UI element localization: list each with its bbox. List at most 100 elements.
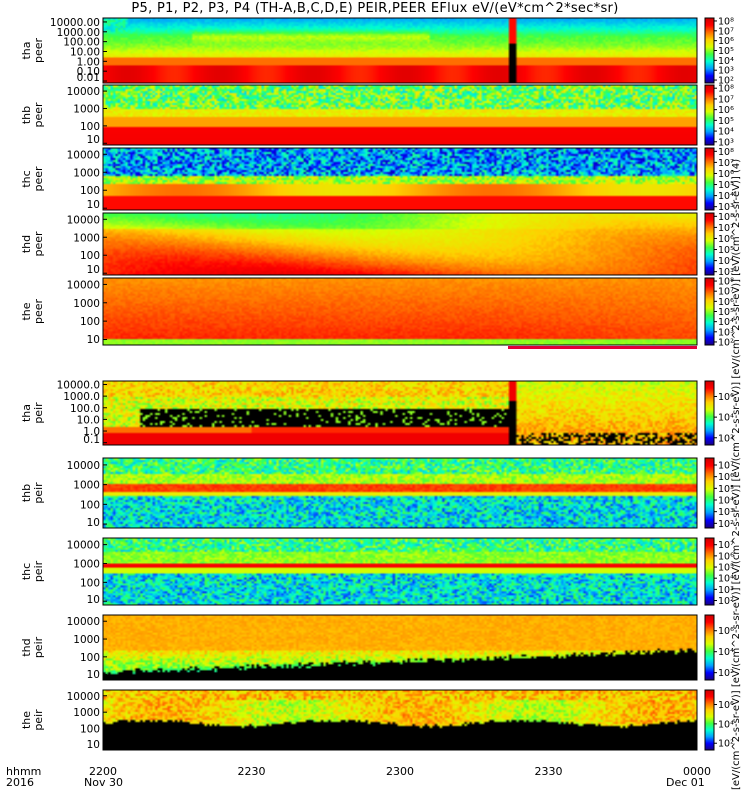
colorbar-tick-label: 10³ bbox=[718, 137, 734, 148]
y-tick-label: 10 bbox=[87, 669, 100, 681]
colorbar-tick-label: 10⁷ bbox=[718, 94, 734, 105]
y-tick-label: 100 bbox=[80, 316, 100, 328]
flag-bar-electrons bbox=[508, 346, 697, 349]
y-axis-species-label: peir bbox=[32, 402, 45, 424]
y-tick-label: 100 bbox=[80, 121, 100, 133]
colorbar-tick-label: 10² bbox=[718, 337, 734, 348]
y-tick-label: 1000 bbox=[73, 558, 100, 570]
y-axis-species-label: peer bbox=[32, 38, 45, 64]
colorbar-tick-label: 10⁵ bbox=[718, 307, 734, 318]
time-label-hhmm: hhmm bbox=[6, 765, 42, 778]
y-tick-label: 1000 bbox=[73, 103, 100, 115]
y-tick-label: 10 bbox=[87, 517, 100, 529]
y-tick-label: 1.00 bbox=[77, 56, 100, 68]
colorbar-thd-peer bbox=[704, 212, 715, 276]
colorbar-tick-label: 10⁵ bbox=[718, 46, 734, 57]
panel-frame bbox=[102, 277, 698, 346]
colorbar-tick-label: 10² bbox=[718, 739, 734, 750]
colorbar-tick-label: 10³ bbox=[718, 202, 734, 213]
colorbar-tick-label: 10⁴ bbox=[718, 719, 734, 730]
y-tick-label: 10000 bbox=[67, 460, 100, 472]
colorbar-tick-label: 10⁴ bbox=[718, 127, 734, 138]
y-tick-label: 10 bbox=[87, 264, 100, 276]
y-tick-label: 0.10 bbox=[77, 66, 100, 78]
colorbar-tick-label: 10⁵ bbox=[718, 180, 734, 191]
colorbar-thb-peir bbox=[704, 457, 715, 529]
y-tick-label: 1000 bbox=[73, 480, 100, 492]
heatmap-the-peer bbox=[103, 278, 697, 345]
y-tick-label: 1000.00 bbox=[57, 27, 100, 39]
colorbar-tick-label: 10⁵ bbox=[718, 484, 734, 495]
plot-title: P5, P1, P2, P3, P4 (TH-A,B,C,D,E) PEIR,P… bbox=[131, 1, 619, 16]
y-tick-label: 10000 bbox=[67, 149, 100, 161]
heatmap-thc-peer bbox=[103, 148, 697, 210]
colorbar-tick-label: 10⁴ bbox=[718, 574, 734, 585]
colorbar-thd-peir bbox=[704, 614, 715, 681]
y-tick-label: 10.0 bbox=[77, 414, 100, 426]
colorbar-title: [eV/(cm^2-s-sr-eV)] [eV/(cm^2-s-sr-eV)] … bbox=[731, 158, 742, 790]
y-tick-label: 1000 bbox=[73, 707, 100, 719]
colorbar-tick-label: 10⁴ bbox=[718, 256, 734, 267]
y-axis-species-label: peer bbox=[32, 231, 45, 257]
y-axis-species-label: peir bbox=[32, 709, 45, 731]
colorbar-tick-label: 10⁷ bbox=[718, 287, 734, 298]
heatmap-thb-peer bbox=[103, 85, 697, 145]
y-tick-label: 10 bbox=[87, 134, 100, 146]
colorbar-tick-label: 10³ bbox=[718, 585, 734, 596]
heatmap-thd-peer bbox=[103, 213, 697, 275]
y-tick-label: 1000 bbox=[73, 167, 100, 179]
colorbar-tick-label: 10⁸ bbox=[718, 147, 734, 158]
colorbar-tick-label: 10⁴ bbox=[718, 496, 734, 507]
y-axis-probe-label: thd bbox=[20, 235, 33, 253]
y-axis-probe-label: thb bbox=[20, 484, 33, 502]
panel-frame bbox=[102, 84, 698, 146]
heatmap-tha-peir bbox=[103, 381, 697, 445]
start-date-label: Nov 30 bbox=[84, 776, 123, 789]
y-axis-species-label: peer bbox=[32, 102, 45, 128]
heatmap-the-peir bbox=[103, 690, 697, 750]
x-tick-label: 0000 bbox=[683, 765, 711, 778]
y-axis-species-label: peir bbox=[32, 482, 45, 504]
colorbar-tick-label: 10⁷ bbox=[718, 223, 734, 234]
colorbar-tick-label: 10⁶ bbox=[718, 234, 734, 245]
colorbar-tick-label: 10² bbox=[718, 433, 734, 444]
colorbar-tick-label: 10⁸ bbox=[718, 16, 734, 27]
colorbar-tick-label: 10⁶ bbox=[718, 105, 734, 116]
panel-frame bbox=[102, 212, 698, 276]
colorbar-tick-label: 10² bbox=[718, 76, 734, 87]
colorbar-tick-label: 10² bbox=[718, 519, 734, 530]
colorbar-tick-label: 10⁷ bbox=[718, 158, 734, 169]
y-tick-label: 10000 bbox=[67, 214, 100, 226]
y-axis-species-label: peir bbox=[32, 636, 45, 658]
colorbar-tick-label: 10⁴ bbox=[718, 56, 734, 67]
y-axis-probe-label: the bbox=[20, 302, 33, 320]
colorbar-tick-label: 10⁵ bbox=[718, 245, 734, 256]
y-tick-label: 1000 bbox=[73, 232, 100, 244]
y-tick-label: 10000 bbox=[67, 279, 100, 291]
panel-frame bbox=[102, 614, 698, 681]
panel-the-peir: 10000 1000 100 10 the peir 10⁶ 10⁴ 10² bbox=[20, 689, 734, 751]
colorbar-thc-peir bbox=[704, 537, 715, 606]
y-tick-label: 0.01 bbox=[77, 72, 100, 84]
y-tick-label: 10000 bbox=[67, 86, 100, 98]
colorbar-tick-label: 10⁷ bbox=[718, 461, 734, 472]
y-axis-species-label: peer bbox=[32, 166, 45, 192]
y-tick-label: 0.1 bbox=[83, 434, 100, 446]
end-date-label: Dec 01 bbox=[666, 776, 705, 789]
heatmap-thc-peir bbox=[103, 538, 697, 605]
y-tick-label: 10.00 bbox=[70, 46, 100, 58]
y-tick-label: 10000 bbox=[67, 691, 100, 703]
y-tick-label: 10000.00 bbox=[50, 17, 100, 29]
colorbar-tick-label: 10⁶ bbox=[718, 700, 734, 711]
colorbar-tick-label: 10⁶ bbox=[718, 551, 734, 562]
y-axis-probe-label: thc bbox=[20, 170, 33, 187]
colorbar-tick-label: 10⁴ bbox=[718, 413, 734, 424]
colorbar-tha-peer bbox=[704, 17, 715, 84]
colorbar-tick-label: 10⁵ bbox=[718, 563, 734, 574]
time-label-year: 2016 bbox=[6, 776, 34, 789]
y-axis-probe-label: thb bbox=[20, 106, 33, 124]
y-tick-label: 10000.0 bbox=[57, 379, 100, 391]
y-axis-probe-label: tha bbox=[20, 41, 33, 59]
y-axis-species-label: peir bbox=[32, 560, 45, 582]
